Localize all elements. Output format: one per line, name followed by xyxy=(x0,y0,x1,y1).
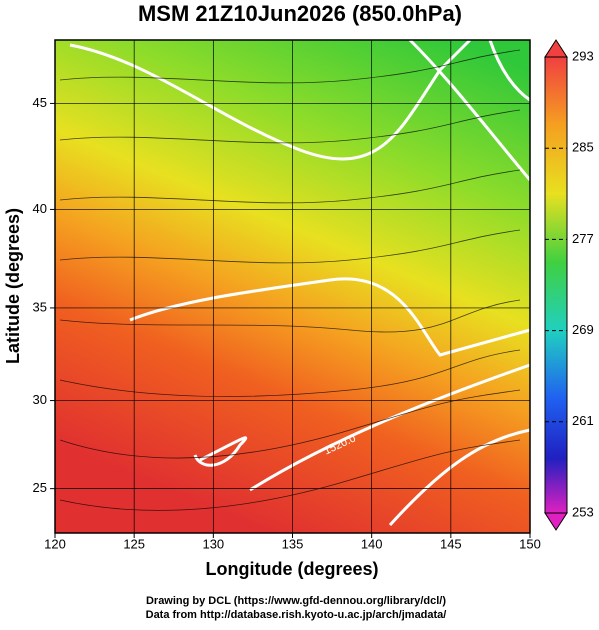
x-tick-label: 120 xyxy=(44,536,66,551)
y-tick-label: 45 xyxy=(33,95,47,110)
x-axis-label: Longitude (degrees) xyxy=(205,559,378,579)
y-tick-label: 30 xyxy=(33,392,47,407)
y-tick-label: 25 xyxy=(33,480,47,495)
footer-line: Drawing by DCL (https://www.gfd-dennou.o… xyxy=(146,595,446,607)
colorbar-tick-label: 261 xyxy=(572,413,594,428)
colorbar-tick-label: 285 xyxy=(572,140,594,155)
x-tick-label: 150 xyxy=(519,536,541,551)
y-axis-label: Latitude (degrees) xyxy=(3,208,23,364)
x-tick-label: 130 xyxy=(202,536,224,551)
colorbar-tick-label: 293 xyxy=(572,48,594,63)
x-tick-label: 125 xyxy=(123,536,145,551)
colorbar-tick-label: 253 xyxy=(572,504,594,519)
title: MSM 21Z10Jun2026 (850.0hPa) xyxy=(138,1,462,26)
colorbar-tick-label: 269 xyxy=(572,322,594,337)
y-tick-label: 35 xyxy=(33,299,47,314)
footer-line: Data from http://database.rish.kyoto-u.a… xyxy=(146,609,447,621)
colorbar-bottom-arrow xyxy=(544,512,568,531)
colorbar-top-arrow xyxy=(544,39,568,58)
colorbar xyxy=(544,56,568,514)
y-tick-label: 40 xyxy=(33,201,47,216)
x-tick-label: 145 xyxy=(440,536,462,551)
streamlines xyxy=(59,49,521,511)
x-tick-label: 140 xyxy=(361,536,383,551)
contours xyxy=(69,38,532,527)
colorbar-tick-label: 277 xyxy=(572,231,594,246)
x-tick-label: 135 xyxy=(282,536,304,551)
map-frame xyxy=(54,39,531,534)
